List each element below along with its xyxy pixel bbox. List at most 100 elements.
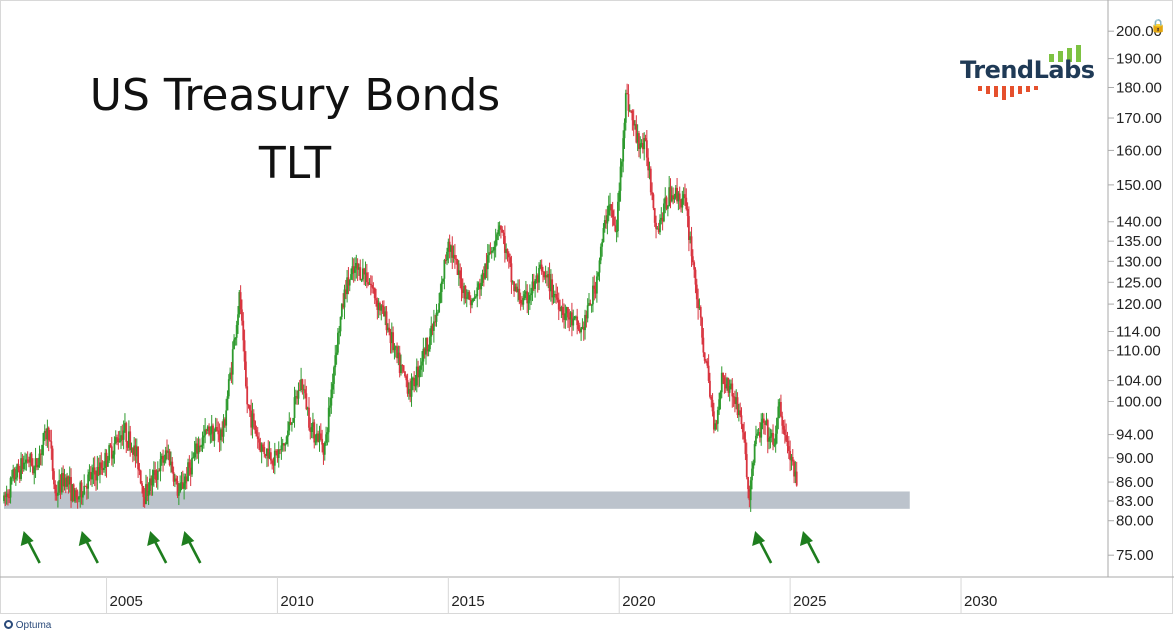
- candle: [380, 304, 383, 321]
- candle: [375, 288, 377, 307]
- candle-body: [312, 422, 314, 428]
- candle: [146, 476, 149, 502]
- candle: [521, 296, 523, 307]
- candle: [173, 473, 176, 488]
- candle: [121, 424, 124, 446]
- candle: [448, 234, 451, 259]
- candle-body: [485, 263, 488, 270]
- candle-body: [134, 445, 137, 457]
- candle: [430, 316, 433, 345]
- candle: [778, 398, 781, 419]
- candle-body: [719, 392, 722, 400]
- candle: [714, 419, 717, 431]
- candle-body: [417, 366, 419, 378]
- candle: [66, 472, 69, 490]
- candle-body: [619, 166, 622, 191]
- candle-body: [155, 479, 158, 481]
- candle: [392, 326, 395, 353]
- candle: [568, 309, 571, 332]
- candle-body: [54, 484, 57, 494]
- candle-body: [734, 396, 736, 404]
- candle-body: [51, 448, 54, 472]
- brand-accent-bar-red: [978, 86, 982, 91]
- candle: [22, 455, 25, 472]
- candle: [503, 225, 506, 263]
- candle-body: [617, 201, 619, 232]
- candle-body: [293, 397, 296, 418]
- candle: [141, 480, 143, 494]
- candle-body: [494, 239, 497, 247]
- candle: [486, 243, 489, 281]
- candle-body: [699, 307, 702, 318]
- candle: [706, 358, 709, 369]
- candle: [665, 195, 668, 211]
- candle-body: [300, 379, 302, 390]
- candle: [181, 470, 184, 490]
- candle-body: [737, 410, 740, 416]
- candle: [155, 469, 158, 488]
- candle: [605, 209, 607, 229]
- candle-body: [67, 476, 70, 485]
- candle: [242, 312, 245, 352]
- candle-body: [400, 364, 402, 373]
- candle: [526, 284, 529, 314]
- candle: [369, 275, 372, 296]
- candle: [93, 456, 96, 487]
- candle: [622, 130, 625, 173]
- candle-body: [655, 222, 657, 229]
- candle: [298, 379, 301, 391]
- candle-body: [321, 438, 324, 445]
- candle-body: [33, 467, 36, 474]
- candle: [492, 246, 494, 254]
- candle-body: [39, 453, 42, 455]
- candle: [780, 394, 782, 418]
- candle: [80, 479, 83, 505]
- candle: [329, 397, 331, 417]
- candle-body: [388, 327, 391, 332]
- candle: [732, 393, 735, 407]
- candle: [744, 431, 747, 461]
- candle-body: [25, 459, 28, 463]
- candle: [519, 292, 522, 311]
- candle-body: [49, 440, 51, 442]
- lock-icon[interactable]: 🔒: [1150, 18, 1167, 33]
- candle-body: [263, 446, 266, 454]
- candle-body: [482, 273, 485, 279]
- candle-body: [606, 215, 609, 224]
- candle-body: [222, 419, 225, 437]
- candle-body: [342, 304, 345, 308]
- candle: [534, 279, 536, 298]
- candle: [51, 445, 54, 480]
- y-tick-label: 160.00: [1116, 142, 1162, 159]
- candle-body: [171, 461, 174, 473]
- candle: [586, 298, 589, 323]
- candle-body: [95, 474, 97, 481]
- candle-body: [739, 410, 742, 416]
- candle: [546, 270, 548, 287]
- x-tick-label: 2025: [793, 593, 826, 610]
- candle-body: [204, 429, 207, 436]
- candle: [70, 468, 72, 508]
- candle: [618, 182, 621, 211]
- y-tick-label: 114.00: [1116, 323, 1161, 340]
- candle-body: [63, 477, 66, 487]
- candle: [755, 425, 757, 447]
- candle: [37, 457, 40, 471]
- candle-body: [84, 485, 87, 487]
- candle-body: [523, 294, 526, 299]
- candle: [267, 440, 270, 467]
- candle-body: [693, 262, 696, 270]
- candle: [690, 226, 693, 267]
- candle: [225, 398, 228, 432]
- candle-body: [436, 312, 439, 314]
- candle-body: [390, 332, 393, 344]
- candle: [452, 245, 455, 263]
- candle: [393, 343, 396, 360]
- candle-body: [497, 229, 500, 235]
- candle: [97, 457, 100, 477]
- candle-body: [143, 497, 146, 505]
- candle-body: [317, 433, 320, 442]
- candle: [425, 337, 427, 365]
- candle: [43, 424, 46, 442]
